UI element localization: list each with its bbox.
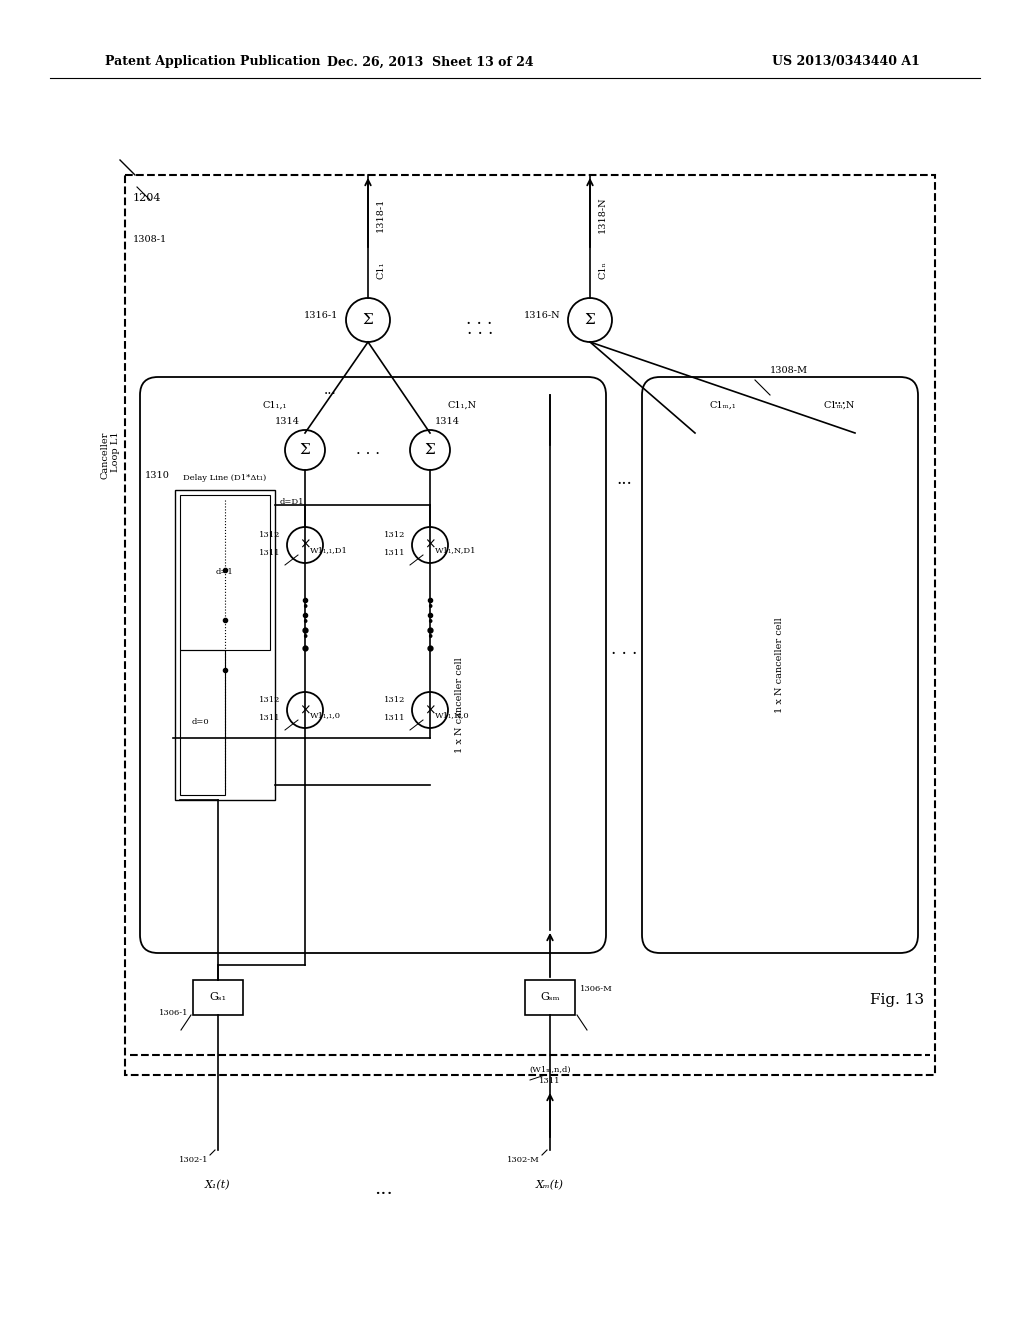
Text: ...: ... — [324, 383, 336, 397]
Text: 1306-1: 1306-1 — [159, 1008, 188, 1016]
Text: X₁(t): X₁(t) — [205, 1180, 230, 1191]
Text: Fig. 13: Fig. 13 — [870, 993, 924, 1007]
Text: C1₁,N: C1₁,N — [449, 400, 477, 409]
Text: C1ₙ: C1ₙ — [598, 261, 607, 279]
Text: Σ: Σ — [362, 313, 374, 327]
Text: d=D1: d=D1 — [280, 498, 304, 506]
Text: 1312: 1312 — [259, 696, 280, 704]
Text: C1₁,₁: C1₁,₁ — [262, 400, 287, 409]
Text: •
•
•: • • • — [426, 601, 434, 644]
Bar — [193, 979, 243, 1015]
Text: 1312: 1312 — [384, 531, 406, 539]
Text: 1302-1: 1302-1 — [178, 1156, 208, 1164]
Text: 1316-N: 1316-N — [523, 310, 560, 319]
Text: 1318-N: 1318-N — [598, 197, 607, 234]
Text: 1 x N canceller cell: 1 x N canceller cell — [455, 657, 464, 752]
Text: Σ: Σ — [585, 313, 595, 327]
Text: 1302-M: 1302-M — [507, 1156, 540, 1164]
Text: 1318-1: 1318-1 — [376, 198, 385, 232]
Text: W1₁,₁,0: W1₁,₁,0 — [310, 711, 341, 719]
Text: . . .: . . . — [466, 312, 493, 329]
Text: 1306-M: 1306-M — [580, 985, 612, 993]
Text: Gₛ₁: Gₛ₁ — [210, 993, 226, 1002]
Text: 1316-1: 1316-1 — [304, 310, 338, 319]
Text: Canceller
Loop L1: Canceller Loop L1 — [100, 432, 120, 479]
Text: C1ₘ,₁: C1ₘ,₁ — [710, 400, 736, 409]
Text: US 2013/0343440 A1: US 2013/0343440 A1 — [772, 55, 920, 69]
Text: C1ₘ,N: C1ₘ,N — [823, 400, 855, 409]
Text: 1311: 1311 — [384, 714, 406, 722]
Text: (W1ₘ,n,d): (W1ₘ,n,d) — [529, 1067, 570, 1074]
Text: W1₁,N,0: W1₁,N,0 — [435, 711, 470, 719]
Text: ...: ... — [834, 393, 847, 407]
Text: 1311: 1311 — [258, 714, 280, 722]
Bar — [180, 649, 225, 795]
Text: W1₁,₁,D1: W1₁,₁,D1 — [310, 546, 348, 554]
Text: Σ: Σ — [300, 444, 310, 457]
Text: ×: × — [299, 539, 311, 552]
Text: 1310: 1310 — [145, 470, 170, 479]
Text: Σ: Σ — [425, 444, 435, 457]
Text: 1308-1: 1308-1 — [133, 235, 167, 244]
Text: ...: ... — [616, 471, 632, 488]
Bar — [125, 176, 935, 1074]
Bar — [175, 490, 275, 800]
Text: . . .: . . . — [467, 322, 494, 338]
Text: ×: × — [299, 704, 311, 717]
Text: 1308-M: 1308-M — [770, 366, 808, 375]
Text: . . .: . . . — [611, 642, 637, 659]
Text: ×: × — [424, 539, 436, 552]
Text: Patent Application Publication: Patent Application Publication — [105, 55, 321, 69]
Text: 1311: 1311 — [384, 549, 406, 557]
Text: 1312: 1312 — [384, 696, 406, 704]
Text: 1314: 1314 — [435, 417, 460, 426]
Text: 1 x N canceller cell: 1 x N canceller cell — [775, 618, 784, 713]
Text: Dec. 26, 2013  Sheet 13 of 24: Dec. 26, 2013 Sheet 13 of 24 — [327, 55, 534, 69]
Text: Delay Line (D1*Δt₁): Delay Line (D1*Δt₁) — [183, 474, 266, 482]
Bar — [525, 979, 575, 1015]
Text: 1204: 1204 — [133, 193, 162, 203]
Text: d=1: d=1 — [216, 569, 233, 577]
Bar — [180, 495, 270, 649]
Text: d=0: d=0 — [191, 718, 209, 726]
Text: . . .: . . . — [355, 444, 380, 457]
Text: W1₁,N,D1: W1₁,N,D1 — [435, 546, 476, 554]
Text: C1₁: C1₁ — [376, 261, 385, 279]
Text: 1311: 1311 — [258, 549, 280, 557]
Text: •
•
•: • • • — [301, 601, 308, 644]
Text: Gₛₘ: Gₛₘ — [541, 993, 560, 1002]
Text: 1311: 1311 — [540, 1077, 561, 1085]
Text: 1312: 1312 — [259, 531, 280, 539]
Text: 1314: 1314 — [275, 417, 300, 426]
Text: ×: × — [424, 704, 436, 717]
Text: ...: ... — [375, 1180, 393, 1199]
Text: Xₘ(t): Xₘ(t) — [536, 1180, 564, 1191]
